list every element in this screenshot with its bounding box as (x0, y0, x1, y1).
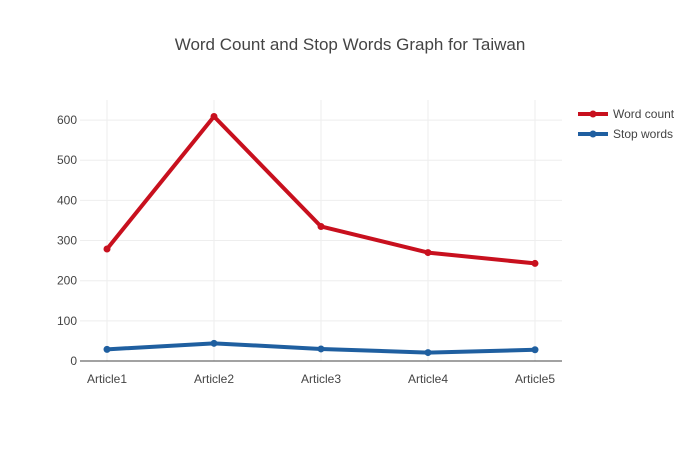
data-point-stop-words[interactable] (103, 345, 111, 353)
chart-title: Word Count and Stop Words Graph for Taiw… (175, 35, 526, 54)
y-tick-label: 200 (57, 274, 77, 288)
data-point-stop-words[interactable] (317, 345, 325, 353)
data-point-word-count[interactable] (210, 112, 218, 120)
y-tick-label: 500 (57, 153, 77, 167)
data-point-stop-words[interactable] (531, 346, 539, 354)
y-tick-label: 0 (70, 354, 77, 368)
data-point-stop-words[interactable] (210, 339, 218, 347)
legend-item-word-count[interactable]: Word count (578, 107, 675, 121)
legend-label: Word count (613, 107, 675, 121)
y-tick-label: 600 (57, 113, 77, 127)
x-tick-label: Article1 (87, 372, 127, 386)
data-point-word-count[interactable] (103, 245, 111, 253)
data-point-stop-words[interactable] (424, 349, 432, 357)
axes: 0 100 200 300 400 500 600 Article1 Article2 Artic… (57, 113, 562, 386)
x-tick-label: Article2 (194, 372, 234, 386)
data-point-word-count[interactable] (424, 249, 432, 257)
x-tick-label: Article5 (515, 372, 555, 386)
x-tick-label: Article3 (301, 372, 341, 386)
legend-label: Stop words (613, 127, 673, 141)
data-point-word-count[interactable] (531, 259, 539, 267)
legend-swatch-marker (589, 130, 597, 138)
legend-swatch-marker (589, 110, 597, 118)
legend-item-stop-words[interactable]: Stop words (578, 127, 673, 141)
series-layer (103, 112, 539, 357)
y-tick-label: 400 (57, 193, 77, 207)
grid (80, 100, 562, 361)
y-tick-label: 100 (57, 314, 77, 328)
data-point-word-count[interactable] (317, 222, 325, 230)
x-tick-label: Article4 (408, 372, 448, 386)
y-tick-label: 300 (57, 234, 77, 248)
legend: Word count Stop words (578, 107, 675, 141)
